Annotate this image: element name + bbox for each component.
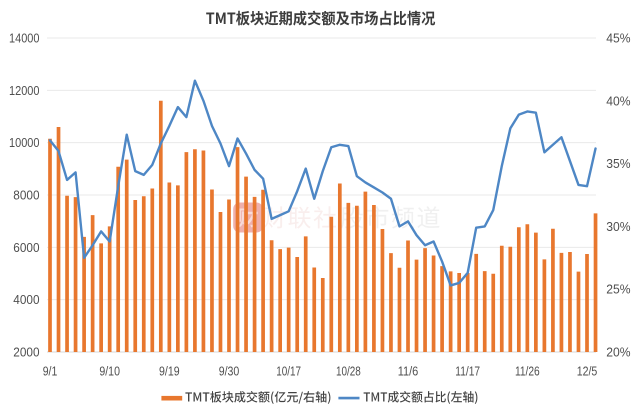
svg-text:11/6: 11/6 (398, 365, 419, 379)
svg-text:25%: 25% (606, 283, 630, 297)
svg-text:10/17: 10/17 (276, 365, 301, 379)
svg-text:11/17: 11/17 (455, 365, 480, 379)
svg-text:45%: 45% (606, 32, 630, 46)
svg-text:9/10: 9/10 (99, 365, 120, 379)
svg-text:30%: 30% (606, 220, 630, 234)
svg-text:35%: 35% (606, 157, 630, 171)
svg-text:12000: 12000 (9, 84, 40, 98)
svg-text:10000: 10000 (9, 136, 40, 150)
svg-text:10/28: 10/28 (336, 365, 361, 379)
svg-text:11/26: 11/26 (515, 365, 540, 379)
svg-text:9/19: 9/19 (159, 365, 180, 379)
svg-text:40%: 40% (606, 94, 630, 108)
svg-text:9/30: 9/30 (219, 365, 240, 379)
svg-text:9/1: 9/1 (43, 365, 58, 379)
svg-text:2000: 2000 (13, 346, 39, 360)
svg-text:12/5: 12/5 (577, 365, 598, 379)
svg-text:8000: 8000 (13, 189, 39, 203)
svg-text:20%: 20% (606, 346, 630, 360)
svg-text:4000: 4000 (13, 293, 39, 307)
svg-text:6000: 6000 (13, 241, 39, 255)
svg-text:14000: 14000 (9, 32, 40, 46)
